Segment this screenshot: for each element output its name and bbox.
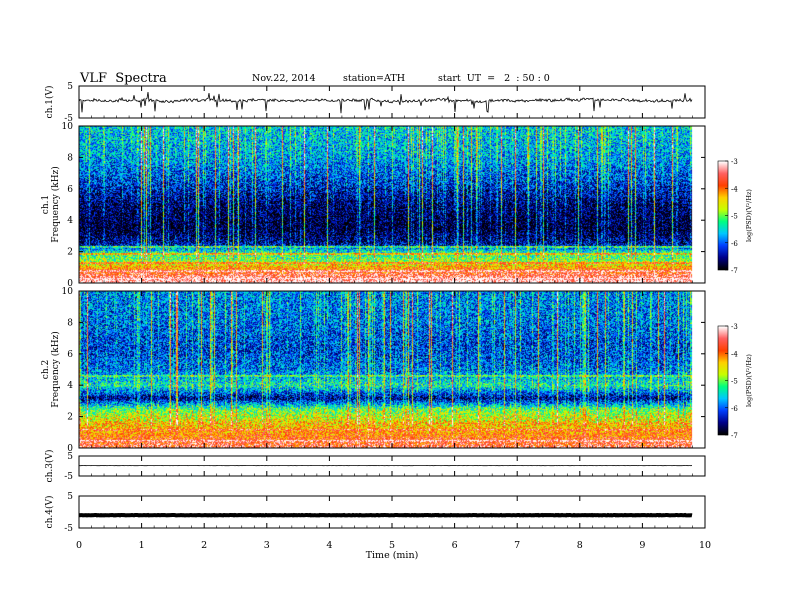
ch3-waveform-ylabel: ch.3(V) (44, 450, 55, 483)
ch4-waveform-ytick-label: -5 (64, 524, 73, 534)
figure-title: VLF Spectra (80, 71, 167, 86)
ch3-waveform-ytick-label: 5 (67, 452, 73, 462)
ch1-spectrogram-ytick-label: 6 (67, 185, 73, 195)
ch1-spectrogram-colorbar-tick-label: -5 (731, 213, 738, 221)
x-tick-label: 2 (201, 540, 207, 551)
ch2-spectrogram-colorbar-label: log(PSD)(V²/Hz) (745, 354, 753, 407)
ch1-spectrogram-colorbar-label: log(PSD)(V²/Hz) (745, 189, 753, 242)
x-tick-label: 8 (577, 540, 583, 551)
x-tick-label: 3 (264, 540, 270, 551)
ch2-spectrogram-ytick-label: 0 (67, 444, 73, 454)
ch2-spectrogram-colorbar-tick-label: -7 (731, 432, 738, 440)
ch2-spectrogram-colorbar-tick-label: -6 (731, 405, 738, 413)
x-tick-label: 7 (514, 540, 520, 551)
start-time-label: start UT = 2 : 50 : 0 (438, 73, 550, 84)
ch2-spectrogram-colorbar (718, 326, 728, 435)
ch2-spectrogram-colorbar-tick-label: -4 (731, 350, 738, 358)
x-tick-label: 9 (639, 540, 645, 551)
ch1-spectrogram-colorbar-tick-label: -3 (731, 158, 738, 166)
ch1-spectrogram-colorbar-tick-label: -4 (731, 185, 738, 193)
ch1-waveform-ylabel: ch.1(V) (44, 86, 55, 119)
ch1-spectrogram-ytick-label: 2 (67, 248, 73, 258)
ch1-spectrogram-colorbar-tick-label: -6 (731, 240, 738, 248)
ch1-spectrogram-channel-label: ch.1 (41, 195, 51, 214)
ch1-spectrogram-ytick-label: 0 (67, 279, 73, 289)
ch2-spectrogram-ytick-label: 10 (62, 287, 74, 297)
ch1-spectrogram-ytick-label: 4 (67, 216, 73, 226)
ch2-spectrogram-colorbar-tick-label: -3 (731, 323, 738, 331)
x-tick-label: 4 (326, 540, 332, 551)
ch1-spectrogram-ytick-label: 10 (62, 122, 74, 132)
ch2-spectrogram-colorbar-tick-label: -5 (731, 378, 738, 386)
ch1-waveform-trace (78, 92, 693, 114)
ch1-waveform-ytick-label: 5 (67, 82, 73, 92)
station-label: station=ATH (343, 73, 405, 84)
ch3-waveform-ytick-label: -5 (64, 472, 73, 482)
ch2-spectrogram-ylabel: Frequency (kHz) (50, 331, 61, 408)
ch2-spectrogram-ytick-label: 2 (67, 413, 73, 423)
x-tick-label: 5 (389, 540, 395, 551)
x-tick-label: 6 (452, 540, 458, 551)
ch1-spectrogram-colorbar (718, 161, 728, 270)
x-tick-label: 0 (76, 540, 82, 551)
ch2-spectrogram-ytick-label: 8 (67, 318, 73, 328)
ch2-spectrogram-ytick-label: 4 (67, 381, 73, 391)
ch2-spectrogram-channel-label: ch.2 (41, 360, 51, 379)
ch1-waveform-ytick-label: -5 (64, 114, 73, 124)
date-label: Nov.22, 2014 (252, 73, 316, 84)
ch1-spectrogram-ytick-label: 8 (67, 153, 73, 163)
ch1-spectrogram-colorbar-tick-label: -7 (731, 267, 738, 275)
x-tick-label: 1 (139, 540, 145, 551)
ch2-spectrogram-image (79, 291, 705, 448)
ch1-spectrogram-ylabel: Frequency (kHz) (50, 166, 61, 243)
x-tick-label: 10 (699, 540, 711, 551)
ch4-waveform-ytick-label: 5 (67, 492, 73, 502)
ch1-spectrogram-image (79, 126, 705, 283)
ch2-spectrogram-ytick-label: 6 (67, 350, 73, 360)
ch4-waveform-ylabel: ch.4(V) (44, 496, 55, 529)
x-axis-label: Time (min) (366, 550, 419, 561)
